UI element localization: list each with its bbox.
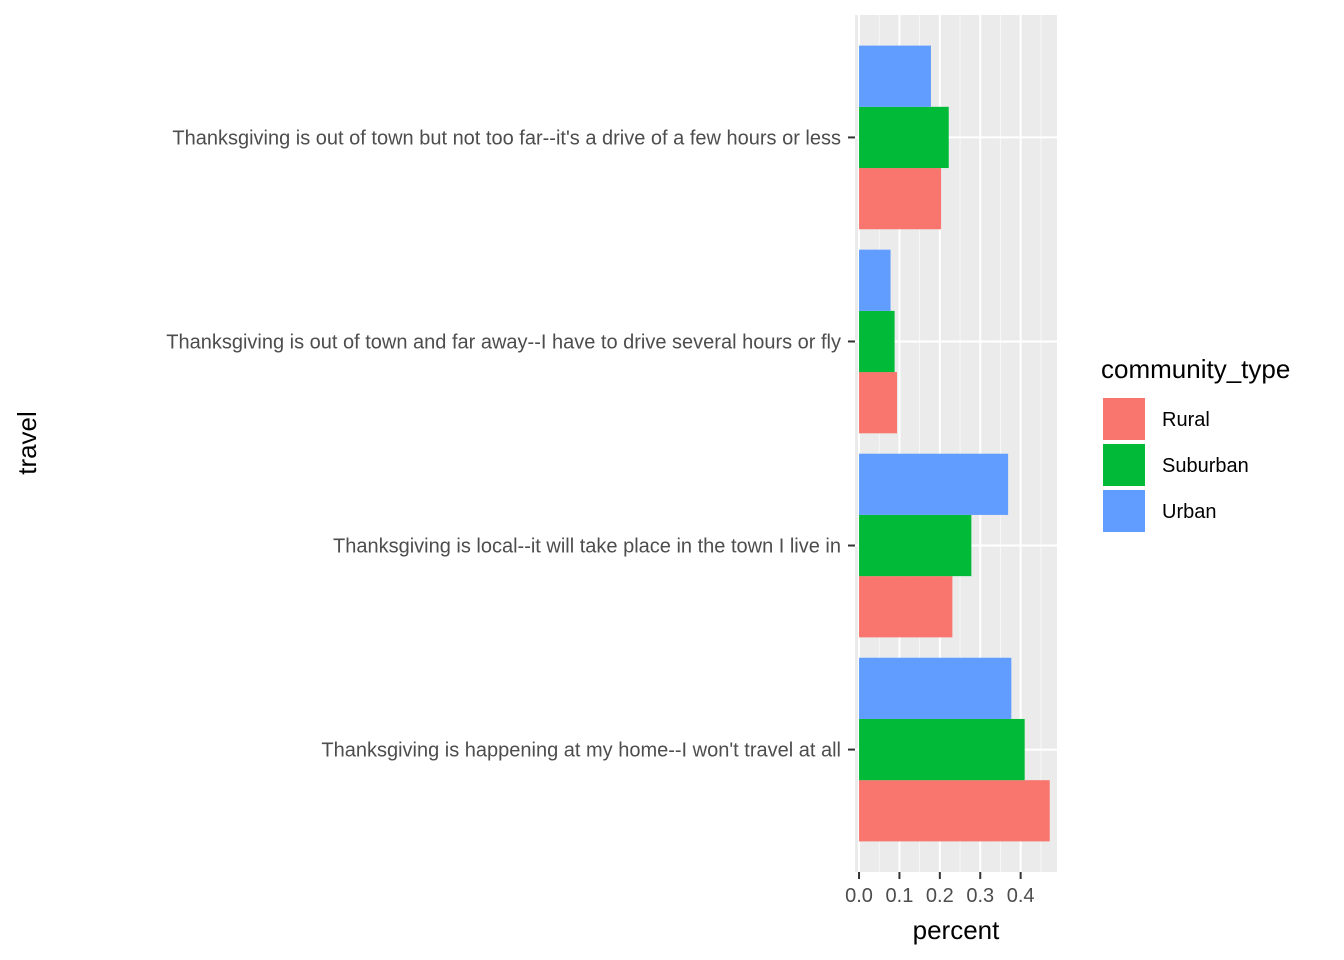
bar-rural bbox=[859, 780, 1050, 842]
bar-rural bbox=[859, 168, 942, 230]
legend-label-suburban: Suburban bbox=[1162, 455, 1249, 477]
legend-key-urban bbox=[1103, 490, 1145, 532]
bar-urban bbox=[859, 453, 1009, 515]
x-tick-label: 0.1 bbox=[886, 885, 914, 907]
legend-title: community_type bbox=[1101, 354, 1290, 384]
bars bbox=[859, 45, 1050, 842]
bar-urban bbox=[859, 45, 931, 107]
legend-label-rural: Rural bbox=[1162, 409, 1210, 431]
x-tick-label: 0.2 bbox=[926, 885, 954, 907]
bar-urban bbox=[859, 249, 891, 311]
x-tick-label: 0.3 bbox=[966, 885, 994, 907]
legend-key-suburban bbox=[1103, 444, 1145, 486]
y-tick-label: Thanksgiving is happening at my home--I … bbox=[321, 740, 841, 762]
bar-suburban bbox=[859, 310, 895, 373]
legend-label-urban: Urban bbox=[1162, 501, 1216, 523]
bar-suburban bbox=[859, 514, 972, 577]
x-axis-title: percent bbox=[913, 915, 1000, 945]
x-axis: 0.0 0.1 0.2 0.3 0.4 bbox=[845, 872, 1035, 907]
y-tick-label: Thanksgiving is out of town and far away… bbox=[166, 331, 841, 353]
legend-key-rural bbox=[1103, 398, 1145, 440]
y-tick-label: Thanksgiving is local--it will take plac… bbox=[333, 536, 841, 558]
x-tick-label: 0.0 bbox=[845, 885, 873, 907]
y-axis-title: travel bbox=[12, 411, 42, 475]
bar-suburban bbox=[859, 106, 949, 169]
y-tick-label: Thanksgiving is out of town but not too … bbox=[172, 127, 841, 149]
legend: community_type Rural Suburban Urban bbox=[1101, 354, 1290, 532]
y-axis: Thanksgiving is out of town but not too … bbox=[166, 127, 855, 762]
x-tick-label: 0.4 bbox=[1007, 885, 1035, 907]
bar-rural bbox=[859, 372, 898, 434]
bar-rural bbox=[859, 576, 953, 638]
bar-suburban bbox=[859, 718, 1025, 781]
bar-urban bbox=[859, 657, 1012, 719]
